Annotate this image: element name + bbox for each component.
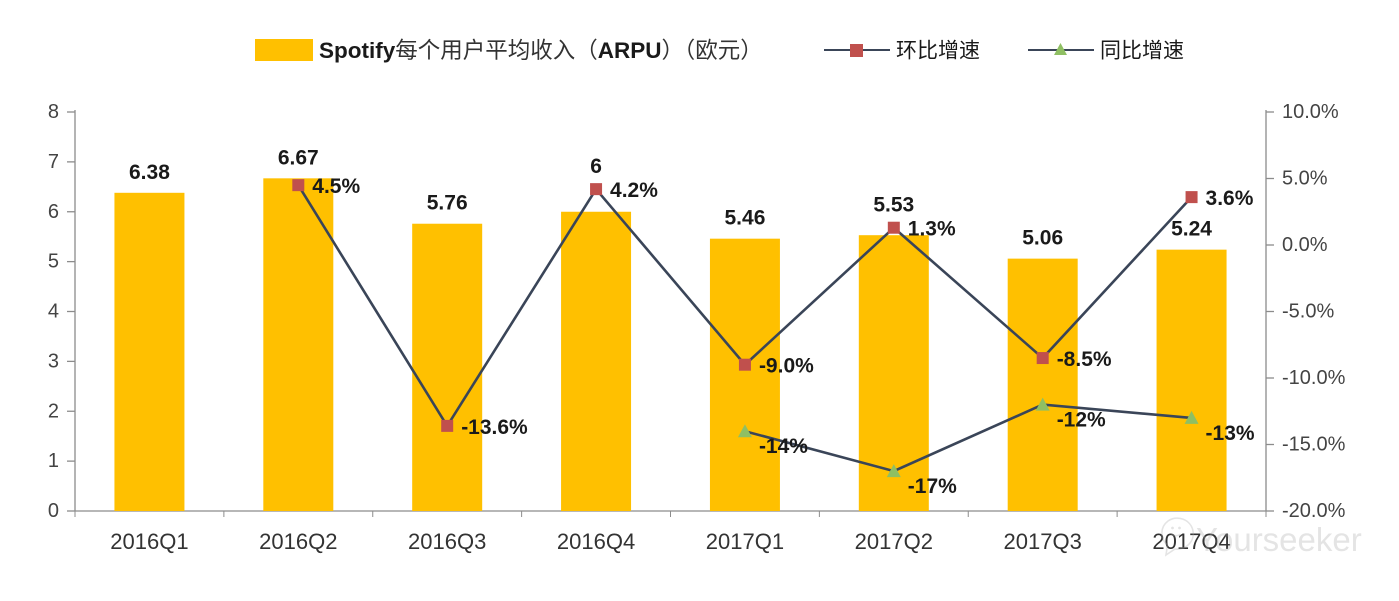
svg-text:5.06: 5.06 <box>1022 227 1063 250</box>
svg-text:-12%: -12% <box>1057 409 1106 432</box>
svg-text:-14%: -14% <box>759 435 808 458</box>
svg-text:-13%: -13% <box>1206 422 1255 445</box>
svg-text:2017Q3: 2017Q3 <box>1004 529 1082 554</box>
svg-text:2016Q2: 2016Q2 <box>259 529 337 554</box>
svg-text:-8.5%: -8.5% <box>1057 348 1112 371</box>
svg-text:Yourseeker: Yourseeker <box>1196 521 1362 558</box>
svg-text:2016Q3: 2016Q3 <box>408 529 486 554</box>
svg-text:6.67: 6.67 <box>278 146 319 169</box>
svg-text:-10.0%: -10.0% <box>1282 367 1346 389</box>
svg-text:5.53: 5.53 <box>873 194 914 217</box>
svg-text:3: 3 <box>48 350 59 372</box>
svg-text:1.3%: 1.3% <box>908 218 956 241</box>
svg-text:2016Q4: 2016Q4 <box>557 529 635 554</box>
svg-text:同比增速: 同比增速 <box>1100 40 1184 63</box>
svg-text:2016Q1: 2016Q1 <box>110 529 188 554</box>
svg-text:7: 7 <box>48 151 59 173</box>
svg-text:-15.0%: -15.0% <box>1282 434 1346 456</box>
svg-text:2: 2 <box>48 400 59 422</box>
svg-text:2017Q2: 2017Q2 <box>855 529 933 554</box>
svg-text:5.0%: 5.0% <box>1282 168 1328 190</box>
svg-text:3.6%: 3.6% <box>1206 187 1254 210</box>
svg-text:-20.0%: -20.0% <box>1282 500 1346 522</box>
svg-text:4: 4 <box>48 301 59 323</box>
svg-text:1: 1 <box>48 450 59 472</box>
svg-text:4.5%: 4.5% <box>312 175 360 198</box>
svg-text:10.0%: 10.0% <box>1282 101 1339 123</box>
svg-text:8: 8 <box>48 101 59 123</box>
svg-text:-17%: -17% <box>908 475 957 498</box>
svg-text:0.0%: 0.0% <box>1282 234 1328 256</box>
svg-text:2017Q1: 2017Q1 <box>706 529 784 554</box>
svg-text:-5.0%: -5.0% <box>1282 301 1334 323</box>
svg-text:5: 5 <box>48 251 59 273</box>
svg-text:Spotify每个用户平均收入（ARPU）（欧元）: Spotify每个用户平均收入（ARPU）（欧元） <box>319 38 763 63</box>
svg-text:5.46: 5.46 <box>725 207 766 230</box>
svg-text:5.76: 5.76 <box>427 192 468 215</box>
svg-text:0: 0 <box>48 500 59 522</box>
svg-text:环比增速: 环比增速 <box>896 40 980 63</box>
svg-text:-13.6%: -13.6% <box>461 416 528 439</box>
svg-text:-9.0%: -9.0% <box>759 355 814 378</box>
svg-text:6: 6 <box>590 155 602 178</box>
svg-text:5.24: 5.24 <box>1171 218 1212 241</box>
svg-text:4.2%: 4.2% <box>610 179 658 202</box>
svg-text:6: 6 <box>48 201 59 223</box>
svg-text:6.38: 6.38 <box>129 161 170 184</box>
